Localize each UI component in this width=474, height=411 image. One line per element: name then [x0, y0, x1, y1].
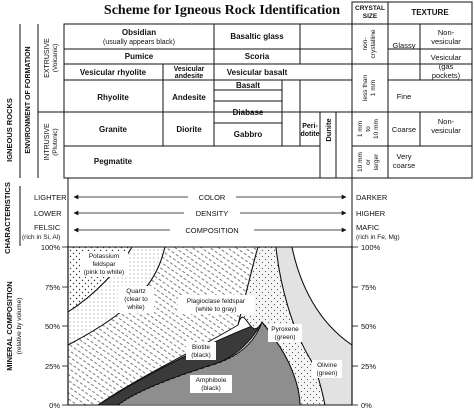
- crystal-size-header-1: CRYSTAL: [355, 5, 385, 12]
- rock-scoria: Scoria: [245, 52, 270, 61]
- extrusive-label: EXTRUSIVE: [44, 38, 51, 78]
- pct-left-0: 0%: [49, 401, 60, 410]
- texture-glassy: Glassy: [393, 41, 416, 50]
- composition-label: COMPOSITION: [185, 226, 238, 235]
- felsic-label: FELSIC: [34, 223, 61, 232]
- mafic-note: (rich in Fe, Mg): [356, 234, 400, 241]
- size-large-1: 10 mm: [357, 152, 364, 172]
- rock-pumice: Pumice: [125, 52, 154, 61]
- pct-left-25: 25%: [45, 362, 60, 371]
- pct-right-0: 0%: [361, 401, 372, 410]
- texture-vesicular-3: pockets): [432, 71, 461, 80]
- pct-right-50: 50%: [361, 322, 376, 331]
- pct-right-100: 100%: [361, 243, 381, 252]
- characteristics-label: CHARACTERISTICS: [3, 182, 12, 254]
- size-non-2: crystalline: [370, 29, 377, 58]
- label-amphibole-1: Amphibole: [196, 377, 227, 384]
- title: Scheme for Igneous Rock Identification: [104, 3, 340, 18]
- rock-vesicular-andesite-1: Vesicular: [174, 66, 205, 73]
- mineral-labels: Potassium feldspar (pink to white) Quart…: [80, 251, 342, 393]
- rock-pegmatite: Pegmatite: [94, 157, 133, 166]
- texture-nonves-bottom-1: Non-: [438, 117, 455, 126]
- density-label: DENSITY: [196, 209, 229, 218]
- by-volume-label: (relative by volume): [16, 298, 23, 355]
- texture-very-coarse-1: Very: [396, 152, 411, 161]
- size-mm-2: to: [365, 126, 372, 132]
- felsic-note: (rich in Si, Al): [22, 234, 60, 241]
- texture-nonves-bottom-2: vesicular: [431, 126, 461, 135]
- size-mm-3: 10 mm: [373, 119, 380, 139]
- rock-dunite: Dunite: [324, 118, 333, 141]
- label-potassium-1: Potassium: [89, 253, 119, 260]
- label-plagioclase-1: Plagioclase feldspar: [187, 298, 246, 305]
- texture-fine: Fine: [397, 92, 412, 101]
- texture-vesicular-2: (gas: [439, 62, 454, 71]
- rock-obsidian: Obsidian: [122, 28, 156, 37]
- pct-right-75: 75%: [361, 283, 376, 292]
- mineral-composition-label: MINERAL COMPOSITION: [5, 281, 14, 370]
- mafic-label: MAFIC: [356, 223, 380, 232]
- texture-nonves-top-2: vesicular: [431, 37, 461, 46]
- rock-basaltic-glass: Basaltic glass: [230, 32, 284, 41]
- label-amphibole-2: (black): [201, 385, 221, 392]
- volcanic-label: (Volcanic): [52, 44, 59, 73]
- texture-coarse: Coarse: [392, 125, 416, 134]
- rock-vesicular-rhyolite: Vesicular rhyolite: [80, 68, 147, 77]
- label-quartz-1: Quartz: [126, 288, 146, 295]
- rock-obsidian-note: (usually appears black): [103, 39, 175, 46]
- pct-left-75: 75%: [45, 283, 60, 292]
- pct-left-100: 100%: [41, 243, 61, 252]
- label-quartz-3: white): [126, 304, 144, 311]
- label-quartz-2: (clear to: [124, 296, 148, 303]
- texture-header: TEXTURE: [411, 8, 449, 17]
- label-olivine-1: Olivine: [317, 362, 337, 369]
- label-biotite-2: (black): [191, 352, 211, 359]
- label-olivine-2: (green): [317, 370, 338, 377]
- rock-vesicular-basalt: Vesicular basalt: [227, 68, 288, 77]
- lower-label: LOWER: [34, 209, 62, 218]
- label-pyroxene-2: (green): [275, 334, 296, 341]
- rock-rhyolite: Rhyolite: [97, 93, 129, 102]
- rock-basalt: Basalt: [236, 81, 260, 90]
- higher-label: HIGHER: [356, 209, 386, 218]
- size-mm-1: 1 mm: [357, 121, 364, 137]
- texture-nonves-top-1: Non-: [438, 28, 455, 37]
- rock-vesicular-andesite-2: andesite: [175, 73, 204, 80]
- label-potassium-3: (pink to white): [84, 269, 124, 276]
- rock-diorite: Diorite: [176, 125, 202, 134]
- texture-very-coarse-2: coarse: [393, 161, 416, 170]
- rock-peridotite-1: Peri-: [302, 123, 318, 130]
- texture-vesicular-1: Vesicular: [431, 53, 462, 62]
- lighter-label: LIGHTER: [34, 193, 67, 202]
- rock-peridotite-2: dotite: [300, 131, 319, 138]
- rock-gabbro: Gabbro: [234, 130, 263, 139]
- plutonic-label: (Plutonic): [52, 128, 59, 155]
- label-potassium-2: feldspar: [92, 261, 116, 268]
- pct-left-50: 50%: [45, 322, 60, 331]
- size-large-2: or: [365, 158, 372, 165]
- size-non-1: non-: [362, 37, 369, 50]
- crystal-size-header-2: SIZE: [363, 13, 378, 20]
- intrusive-label: INTRUSIVE: [44, 123, 51, 161]
- size-less-1: less than: [362, 75, 369, 101]
- environment-label: ENVIRONMENT OF FORMATION: [25, 46, 32, 153]
- rock-granite: Granite: [99, 125, 128, 134]
- label-pyroxene-1: Pyroxene: [271, 326, 299, 333]
- label-plagioclase-2: (white to gray): [195, 306, 236, 313]
- rock-diabase: Diabase: [233, 108, 264, 117]
- label-biotite-1: Biotite: [192, 344, 210, 351]
- size-large-3: larger: [373, 153, 380, 170]
- igneous-rocks-label: IGNEOUS ROCKS: [5, 98, 14, 162]
- size-less-2: 1 mm: [370, 80, 377, 96]
- pct-right-25: 25%: [361, 362, 376, 371]
- rock-andesite: Andesite: [172, 93, 206, 102]
- darker-label: DARKER: [356, 193, 388, 202]
- color-label: COLOR: [199, 193, 226, 202]
